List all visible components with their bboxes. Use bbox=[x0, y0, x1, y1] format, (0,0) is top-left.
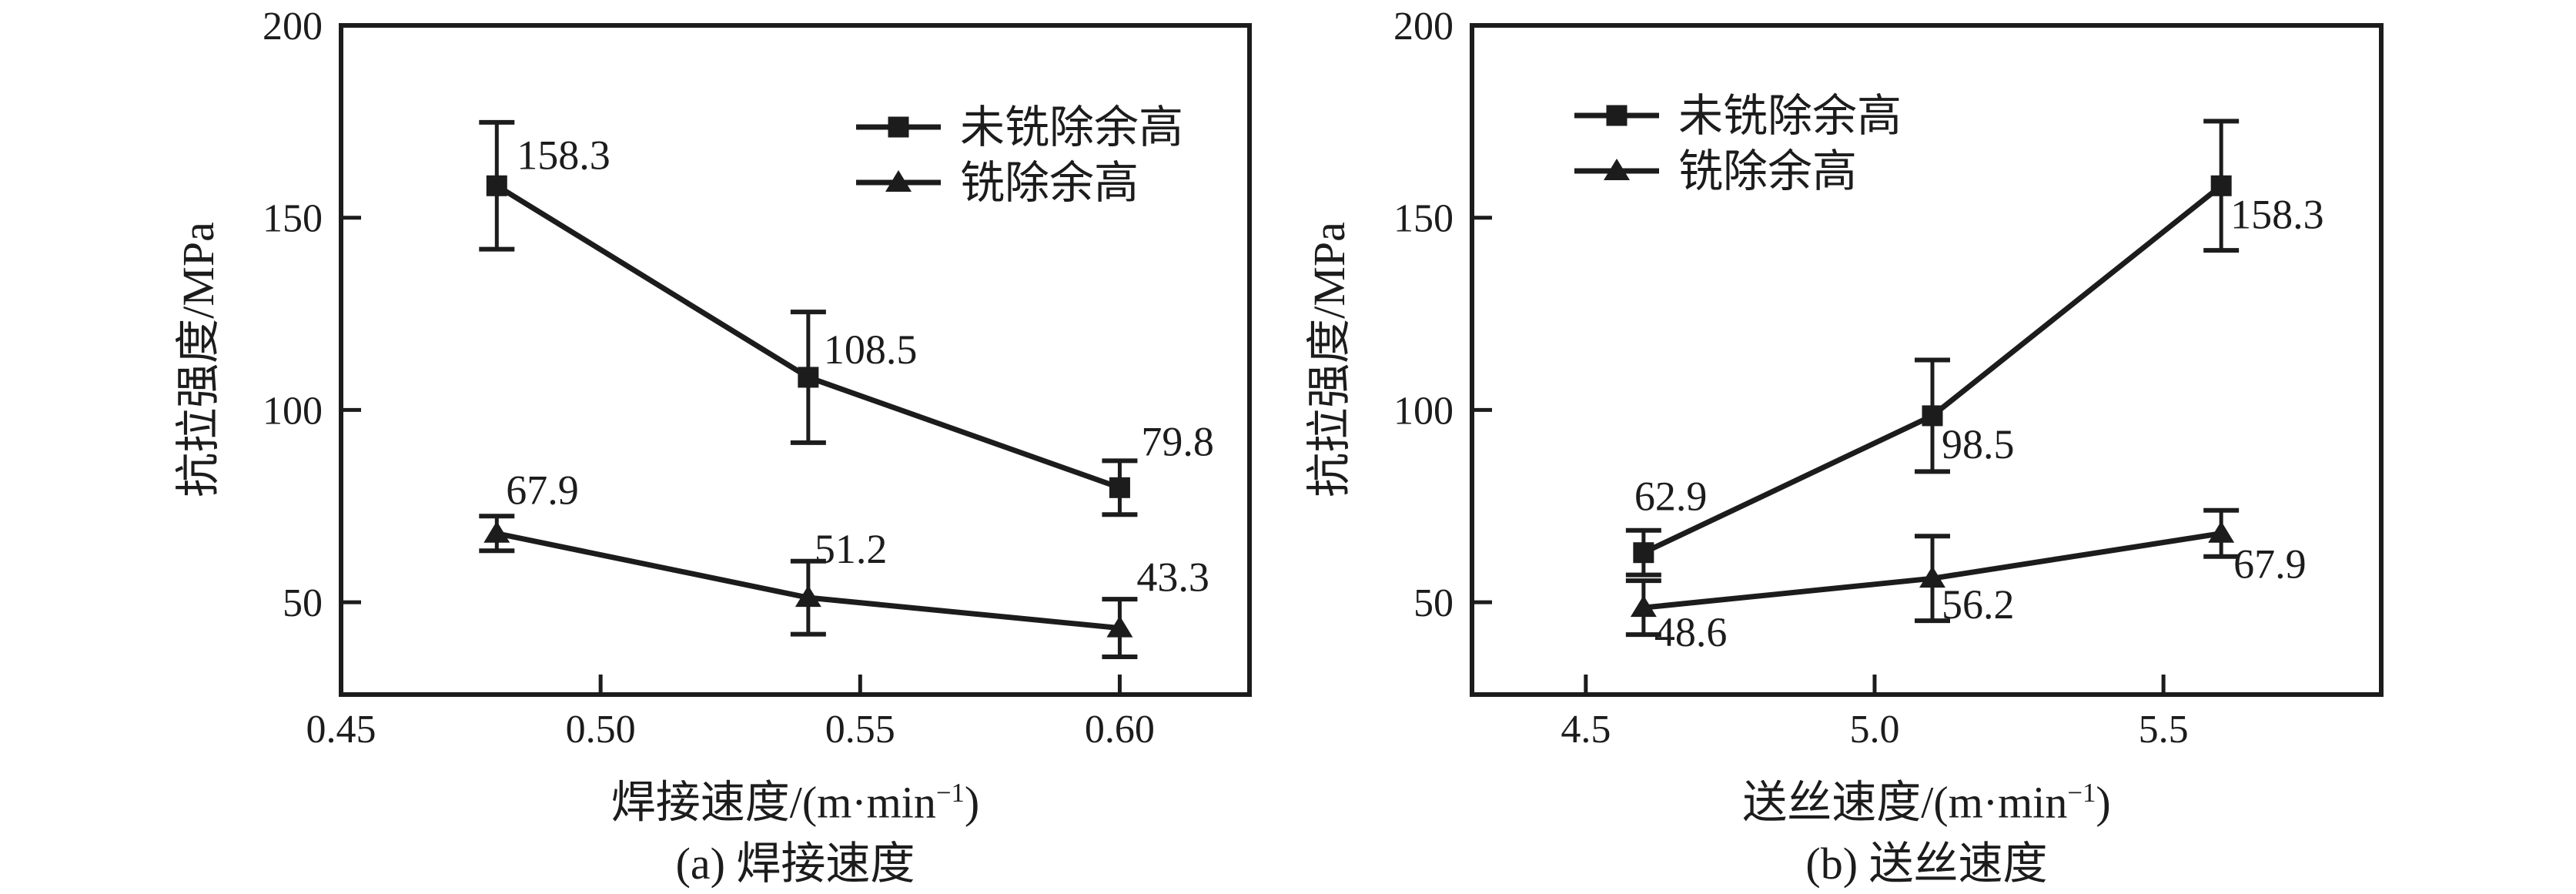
data-point-square-marker bbox=[2210, 175, 2232, 196]
data-point-label: 62.9 bbox=[1634, 474, 1708, 520]
data-point-square-marker bbox=[486, 175, 507, 196]
x-tick-label: 0.55 bbox=[825, 708, 895, 752]
y-tick-label: 150 bbox=[1393, 197, 1454, 241]
plot-frame bbox=[1470, 23, 2384, 697]
panel-caption-a: (a) 焊接速度 bbox=[675, 839, 915, 889]
legend-label: 铣除余高 bbox=[1678, 146, 1857, 196]
data-point-triangle-marker bbox=[483, 521, 510, 543]
plot-frame bbox=[339, 23, 1252, 697]
exponent-superscript: −1 bbox=[935, 778, 965, 808]
legend-triangle-marker bbox=[1604, 159, 1630, 180]
y-tick-label: 150 bbox=[263, 197, 323, 241]
x-tick-label: 5.5 bbox=[2139, 708, 2189, 752]
data-point-label: 98.5 bbox=[1942, 421, 2015, 467]
y-tick-label: 50 bbox=[283, 581, 323, 625]
exponent-superscript: −1 bbox=[2067, 778, 2096, 808]
y-tick-label: 200 bbox=[263, 5, 323, 49]
data-point-triangle-marker bbox=[1630, 595, 1657, 618]
panel-caption-b: (b) 送丝速度 bbox=[1805, 839, 2048, 889]
data-point-label: 158.3 bbox=[2230, 191, 2324, 237]
data-point-square-marker bbox=[1633, 542, 1654, 564]
data-point-triangle-marker bbox=[1919, 566, 1946, 588]
y-tick-label: 50 bbox=[1413, 581, 1454, 625]
x-tick-label: 0.45 bbox=[306, 708, 376, 752]
data-point-label: 108.5 bbox=[824, 326, 918, 373]
data-point-square-marker bbox=[798, 367, 819, 388]
data-point-label: 158.3 bbox=[517, 132, 611, 178]
x-tick-label: 0.60 bbox=[1085, 708, 1155, 752]
x-axis-title-a: 焊接速度/(m·min−1) bbox=[611, 777, 980, 828]
y-tick-label: 100 bbox=[263, 389, 323, 433]
legend-square-marker bbox=[1606, 105, 1628, 126]
x-tick-label: 0.50 bbox=[566, 708, 636, 752]
legend-label: 未铣除余高 bbox=[1678, 91, 1902, 141]
data-point-label: 48.6 bbox=[1654, 609, 1728, 655]
y-axis-title-b: 抗拉强度/MPa bbox=[1304, 222, 1354, 497]
data-point-square-marker bbox=[1109, 477, 1130, 498]
data-point-triangle-marker bbox=[1106, 615, 1133, 638]
y-tick-label: 100 bbox=[1393, 389, 1454, 433]
data-point-label: 67.9 bbox=[2233, 541, 2307, 588]
legend-triangle-marker bbox=[885, 170, 912, 192]
data-point-triangle-marker bbox=[795, 585, 821, 608]
x-axis-title-b: 送丝速度/(m·min−1) bbox=[1742, 777, 2111, 828]
legend-label: 铣除余高 bbox=[960, 158, 1139, 208]
data-point-triangle-marker bbox=[2208, 521, 2235, 543]
y-axis-title-a: 抗拉强度/MPa bbox=[173, 222, 223, 497]
data-point-label: 43.3 bbox=[1136, 554, 1209, 601]
data-point-square-marker bbox=[1922, 405, 1943, 427]
data-point-label: 67.9 bbox=[506, 467, 579, 514]
x-tick-label: 5.0 bbox=[1849, 708, 1899, 752]
legend-square-marker bbox=[888, 116, 909, 138]
data-point-label: 79.8 bbox=[1141, 418, 1214, 464]
y-tick-label: 200 bbox=[1393, 5, 1454, 49]
data-point-label: 51.2 bbox=[815, 526, 888, 572]
legend-label: 未铣除余高 bbox=[960, 102, 1183, 152]
data-point-label: 56.2 bbox=[1942, 581, 2015, 628]
x-tick-label: 4.5 bbox=[1561, 708, 1611, 752]
